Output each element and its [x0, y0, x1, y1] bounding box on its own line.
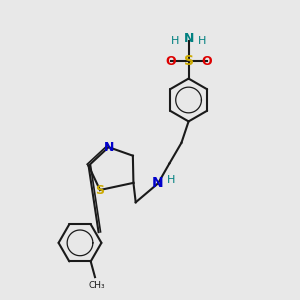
Text: CH₃: CH₃	[88, 281, 105, 290]
Text: N: N	[152, 176, 164, 190]
Text: S: S	[184, 54, 194, 68]
Text: H: H	[198, 36, 206, 46]
Text: H: H	[171, 36, 179, 46]
Text: O: O	[201, 55, 212, 68]
Text: S: S	[95, 184, 104, 196]
Text: O: O	[165, 55, 176, 68]
Text: H: H	[167, 175, 175, 185]
Text: N: N	[183, 32, 194, 45]
Text: N: N	[103, 141, 114, 154]
